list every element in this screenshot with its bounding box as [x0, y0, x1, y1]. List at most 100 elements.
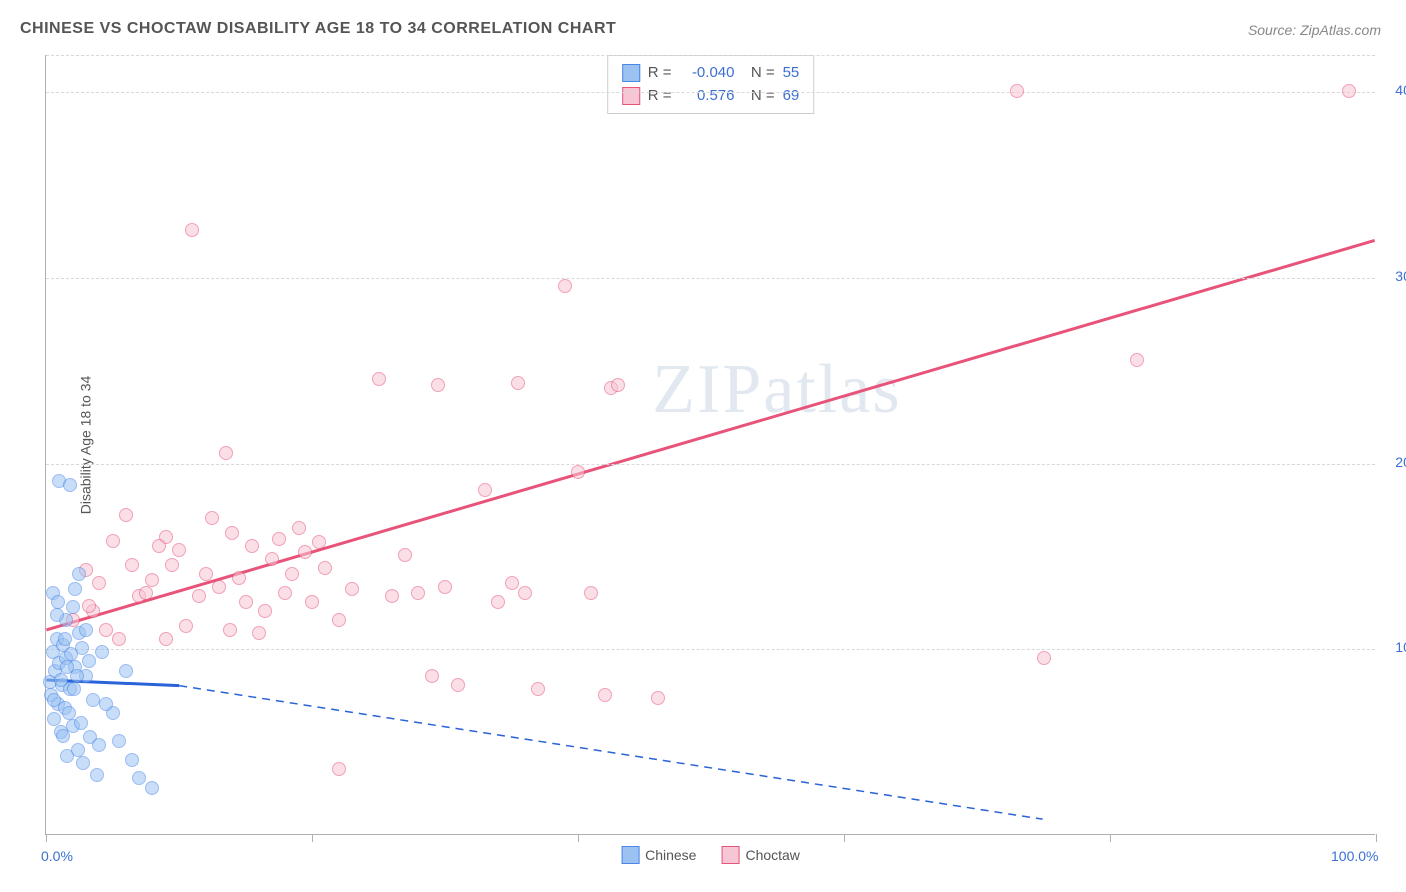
choctaw-point [451, 678, 465, 692]
choctaw-point [431, 378, 445, 392]
choctaw-point [152, 539, 166, 553]
legend-chinese-label: Chinese [645, 847, 696, 863]
choctaw-point [312, 535, 326, 549]
choctaw-point [239, 595, 253, 609]
chinese-point [71, 743, 85, 757]
plot-area: Disability Age 18 to 34 ZIPatlas R = -0.… [45, 55, 1375, 835]
chinese-point [67, 682, 81, 696]
trend-lines [46, 55, 1375, 834]
chinese-point [58, 632, 72, 646]
legend-r-label: R = [648, 62, 672, 85]
choctaw-point [145, 573, 159, 587]
chinese-point [72, 567, 86, 581]
choctaw-point [265, 552, 279, 566]
watermark: ZIPatlas [652, 350, 901, 430]
choctaw-point [332, 762, 346, 776]
chinese-point [76, 756, 90, 770]
y-tick-label: 40.0% [1395, 82, 1406, 98]
choctaw-point [179, 619, 193, 633]
chinese-point [54, 673, 68, 687]
y-tick-label: 30.0% [1395, 268, 1406, 284]
legend-n-label: N = [742, 62, 774, 85]
choctaw-point [511, 376, 525, 390]
choctaw-point [298, 545, 312, 559]
x-tick [312, 834, 313, 842]
chinese-point [119, 664, 133, 678]
chinese-point [125, 753, 139, 767]
chart-container: CHINESE VS CHOCTAW DISABILITY AGE 18 TO … [0, 0, 1406, 892]
choctaw-point [305, 595, 319, 609]
choctaw-point [478, 483, 492, 497]
choctaw-point [318, 561, 332, 575]
chinese-point [90, 768, 104, 782]
swatch-chinese-icon [621, 846, 639, 864]
choctaw-point [223, 623, 237, 637]
choctaw-point [372, 372, 386, 386]
choctaw-point [584, 586, 598, 600]
chinese-point [64, 647, 78, 661]
choctaw-point [232, 571, 246, 585]
correlation-legend: R = -0.040 N = 55 R = 0.576 N = 69 [607, 55, 815, 114]
chart-title: CHINESE VS CHOCTAW DISABILITY AGE 18 TO … [20, 20, 616, 38]
chinese-point [63, 478, 77, 492]
chinese-point [47, 712, 61, 726]
choctaw-point [99, 623, 113, 637]
choctaw-point [1037, 651, 1051, 665]
choctaw-point [571, 465, 585, 479]
swatch-choctaw-icon [622, 87, 640, 105]
legend-row-choctaw: R = 0.576 N = 69 [622, 85, 800, 108]
choctaw-point [125, 558, 139, 572]
chinese-point [112, 734, 126, 748]
choctaw-point [165, 558, 179, 572]
chinese-point [56, 729, 70, 743]
choctaw-point [518, 586, 532, 600]
legend-item-choctaw: Choctaw [721, 846, 799, 864]
legend-row-chinese: R = -0.040 N = 55 [622, 62, 800, 85]
x-tick [844, 834, 845, 842]
choctaw-point [558, 279, 572, 293]
chinese-point [132, 771, 146, 785]
choctaw-point [82, 599, 96, 613]
chinese-point [99, 697, 113, 711]
choctaw-point [285, 567, 299, 581]
choctaw-point [225, 526, 239, 540]
legend-chinese-r: -0.040 [679, 62, 734, 85]
x-tick-label: 0.0% [41, 848, 73, 864]
choctaw-point [252, 626, 266, 640]
x-tick-label: 100.0% [1331, 848, 1378, 864]
legend-choctaw-r: 0.576 [679, 85, 734, 108]
swatch-choctaw-icon [721, 846, 739, 864]
grid-line [46, 92, 1375, 93]
source-label: Source: ZipAtlas.com [1248, 22, 1381, 38]
chinese-point [50, 608, 64, 622]
choctaw-point [1342, 84, 1356, 98]
choctaw-point [139, 586, 153, 600]
series-legend: Chinese Choctaw [621, 846, 800, 864]
choctaw-point [258, 604, 272, 618]
chinese-point [82, 654, 96, 668]
choctaw-point [505, 576, 519, 590]
chinese-point [79, 623, 93, 637]
choctaw-point [438, 580, 452, 594]
choctaw-point [159, 632, 173, 646]
swatch-chinese-icon [622, 64, 640, 82]
chinese-point [86, 693, 100, 707]
chinese-point [66, 600, 80, 614]
choctaw-point [119, 508, 133, 522]
x-tick [46, 834, 47, 842]
legend-item-chinese: Chinese [621, 846, 696, 864]
choctaw-point [411, 586, 425, 600]
legend-choctaw-n: 69 [783, 85, 800, 108]
choctaw-point [112, 632, 126, 646]
chinese-point [60, 660, 74, 674]
chinese-point [68, 582, 82, 596]
chinese-point [62, 706, 76, 720]
chinese-point [47, 693, 61, 707]
choctaw-point [278, 586, 292, 600]
choctaw-point [385, 589, 399, 603]
chinese-point [92, 738, 106, 752]
choctaw-point [598, 688, 612, 702]
choctaw-point [1010, 84, 1024, 98]
y-tick-label: 20.0% [1395, 454, 1406, 470]
choctaw-point [491, 595, 505, 609]
